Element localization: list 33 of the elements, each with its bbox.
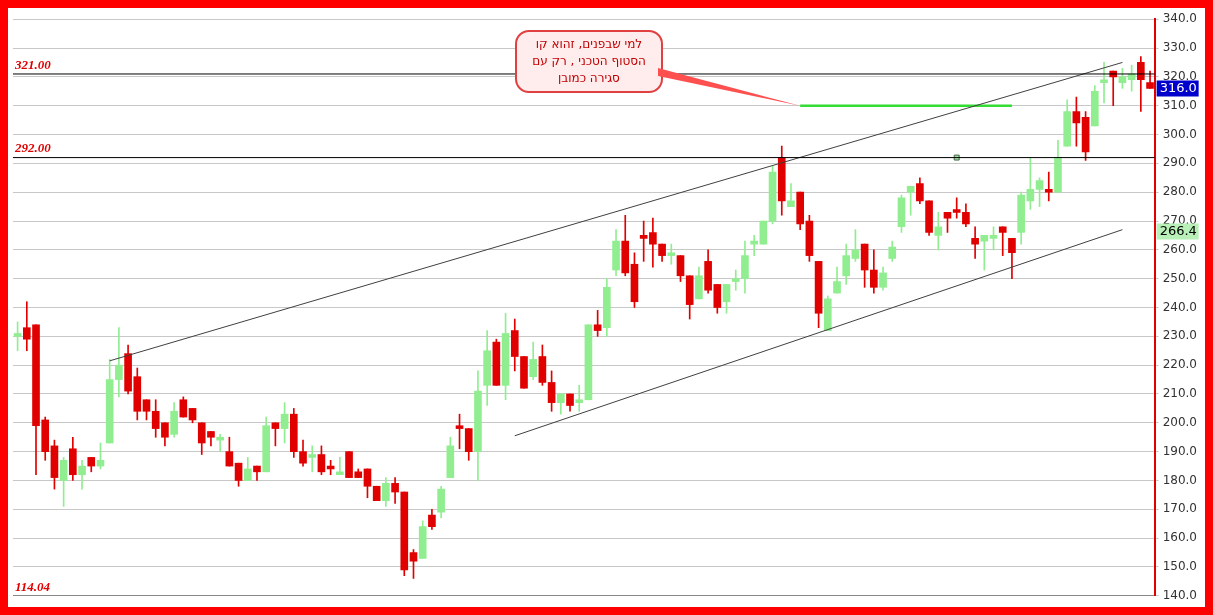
annotation: למי שבפנים, זהוא קו הסטוף הטכני , רק עם סגירה כמובן	[515, 30, 663, 93]
y-tick-label: 190.0	[1162, 443, 1198, 458]
annotation: 316.0	[1159, 79, 1197, 95]
candlestick	[308, 445, 317, 473]
y-tick-label: 140.0	[1162, 587, 1198, 602]
y-tick-label: 250.0	[1162, 270, 1198, 285]
annotation: 114.04	[15, 578, 51, 594]
candlestick	[971, 226, 979, 259]
candlestick	[980, 235, 989, 271]
y-tick-label: 240.0	[1162, 299, 1198, 314]
y-tick-label: 210.0	[1162, 386, 1198, 401]
candlestick	[1044, 171, 1053, 202]
candlestick	[575, 385, 584, 412]
y-tick-label: 340.0	[1162, 11, 1198, 26]
candlestick	[667, 243, 676, 265]
ref-line-label: 321.00	[14, 56, 52, 72]
y-tick-label: 290.0	[1162, 155, 1198, 170]
candlestick	[998, 226, 1007, 256]
y-tick-label: 230.0	[1162, 328, 1198, 343]
candlestick	[649, 217, 657, 268]
y-tick-label: 310.0	[1162, 97, 1198, 112]
y-tick-label: 280.0	[1162, 184, 1198, 199]
y-tick-label: 170.0	[1162, 501, 1198, 516]
y-tick-label: 200.0	[1162, 414, 1198, 429]
y-tick-label: 160.0	[1162, 530, 1198, 545]
y-tick-label: 330.0	[1162, 40, 1198, 55]
y-tick-label: 220.0	[1162, 357, 1198, 372]
y-tick-label: 300.0	[1162, 126, 1198, 141]
ref-line-label: 292.00	[14, 140, 52, 156]
y-tick-label: 260.0	[1162, 241, 1198, 256]
y-tick-label: 150.0	[1162, 559, 1198, 574]
candlestick	[1100, 62, 1108, 104]
y-tick-label: 180.0	[1162, 472, 1198, 487]
